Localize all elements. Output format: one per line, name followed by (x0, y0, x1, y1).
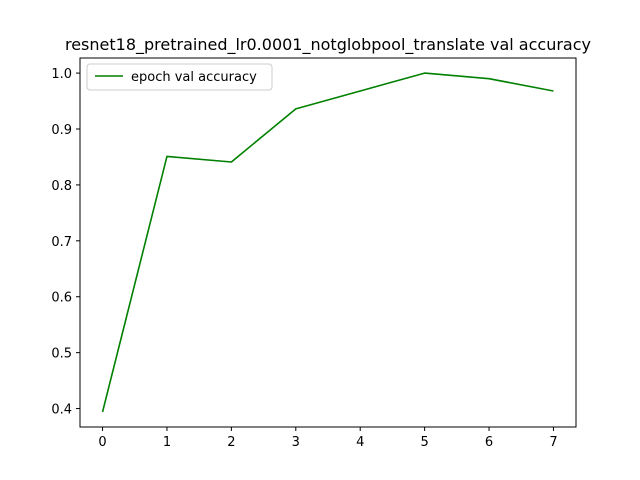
y-tick-label: 0.6 (51, 291, 72, 306)
y-tick-label: 0.7 (51, 235, 72, 250)
x-tick-label: 6 (485, 435, 493, 450)
y-tick-label: 0.9 (51, 123, 72, 138)
x-tick-label: 7 (549, 435, 557, 450)
x-tick-label: 5 (420, 435, 428, 450)
y-tick-label: 0.4 (51, 403, 72, 418)
series-layer (101, 72, 554, 413)
x-axis: 0 1 2 3 4 5 6 7 (98, 427, 558, 450)
x-tick-label: 2 (227, 435, 235, 450)
legend-label: epoch val accuracy (131, 70, 257, 85)
x-tick-label: 4 (356, 435, 364, 450)
x-tick-label: 1 (163, 435, 171, 450)
legend-box (86, 63, 273, 91)
plot-frame (79, 57, 577, 428)
y-tick-label: 0.5 (51, 347, 72, 362)
y-axis: 0.4 0.5 0.6 0.7 0.8 0.9 1.0 (51, 67, 80, 418)
x-tick-label: 3 (292, 435, 300, 450)
series-line (101, 72, 554, 413)
legend: epoch val accuracy (86, 63, 273, 91)
y-tick-label: 1.0 (51, 67, 72, 82)
y-tick-label: 0.8 (51, 179, 72, 194)
chart-title: resnet18_pretrained_lr0.0001_notglobpool… (65, 35, 591, 55)
x-tick-label: 0 (98, 435, 106, 450)
